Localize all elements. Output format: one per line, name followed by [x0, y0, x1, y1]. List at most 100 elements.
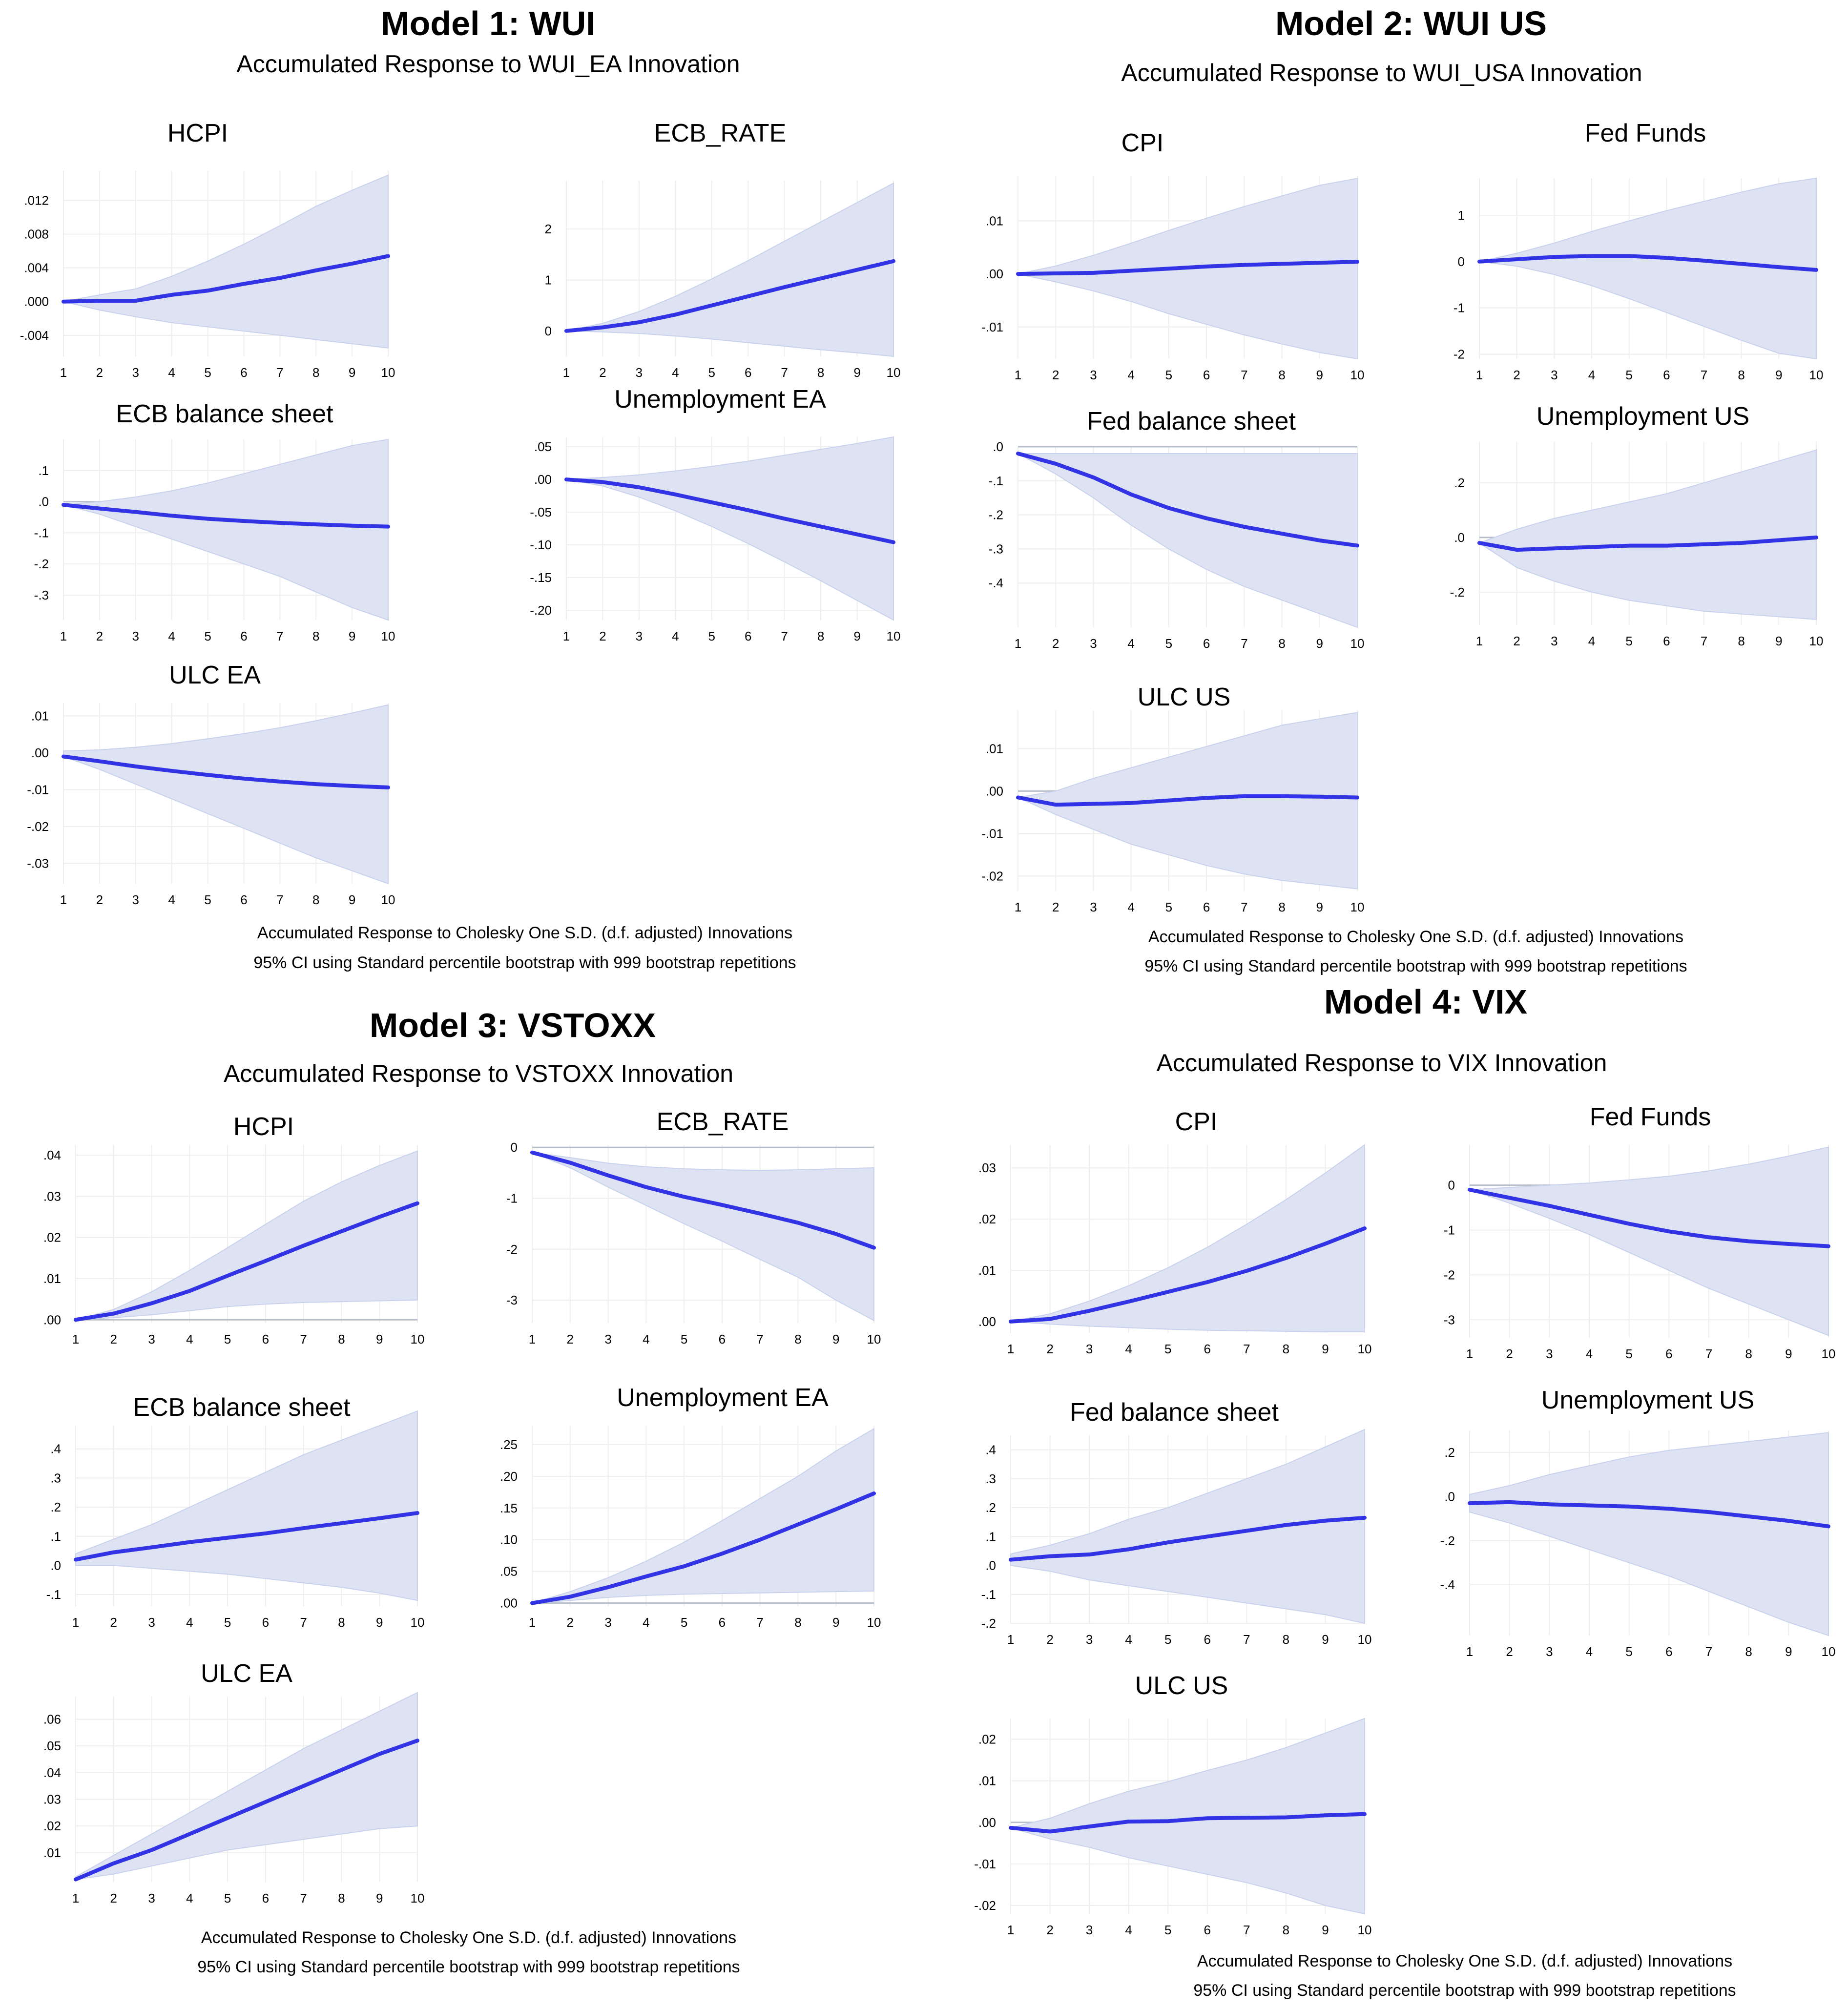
model-4-fed-funds-ytick-label: -1	[1444, 1223, 1455, 1238]
model-2-ulc-us-ytick-label: -.01	[981, 826, 1003, 841]
model-2-fed-balance-sheet-xtick-label: 8	[1278, 636, 1285, 651]
model-2-cpi-xtick-label: 5	[1165, 368, 1172, 382]
model-3-ecb-balance-sheet-xtick-label: 6	[262, 1615, 269, 1630]
model-3-ecb-balance-sheet-xtick-label: 4	[186, 1615, 193, 1630]
model-3-ecb-balance-sheet-ytick-label: .1	[50, 1529, 61, 1544]
model-3-ecb-rate-confidence-band	[532, 1152, 874, 1322]
model-1-ecb-balance-sheet-xtick-label: 9	[349, 629, 355, 643]
model-2-cpi-xtick-label: 7	[1241, 368, 1247, 382]
model-1-hcpi-xtick-label: 6	[240, 365, 247, 380]
model-1-ecb-rate-ytick-label: 2	[545, 222, 552, 236]
model-2-cpi-title: CPI	[1121, 129, 1164, 157]
model-2-note-line2: 95% CI using Standard percentile bootstr…	[1144, 957, 1687, 975]
model-3-ulc-ea-ytick-label: .03	[43, 1792, 61, 1807]
model-4-ulc-us-panel: -.02 -.01 .00 .01 .02 1 2 3 4 5 6 7 8 9 10 ULC US	[974, 1672, 1371, 1937]
model-1-ecb-balance-sheet-xtick-label: 2	[96, 629, 103, 643]
model-2-unemployment-us-ytick-label: -.2	[1450, 585, 1465, 600]
model-1-ulc-ea-ytick-label: .01	[31, 708, 49, 723]
model-4-fed-balance-sheet-xtick-label: 7	[1243, 1632, 1250, 1647]
model-3-ecb-balance-sheet-xtick-label: 1	[72, 1615, 79, 1630]
model-2-fed-balance-sheet-xtick-label: 5	[1165, 636, 1172, 651]
model-3-ecb-balance-sheet-xtick-label: 7	[300, 1615, 307, 1630]
model-2-unemployment-us-xtick-label: 7	[1701, 634, 1707, 648]
model-4-cpi-response-line	[1009, 1226, 1367, 1324]
model-4-unemployment-us-xtick-label: 5	[1625, 1644, 1632, 1659]
model-3-hcpi-title: HCPI	[233, 1113, 294, 1141]
model-4-ulc-us-xtick-label: 9	[1322, 1923, 1329, 1937]
model-2-fed-funds-xtick-label: 4	[1588, 368, 1595, 382]
model-3-ecb-rate-xtick-label: 7	[756, 1332, 763, 1346]
model-1-ecb-balance-sheet-ytick-label: .0	[38, 495, 49, 509]
model-2-cpi-xtick-label: 6	[1203, 368, 1210, 382]
model-4-unemployment-us-xtick-label: 6	[1665, 1644, 1672, 1659]
model-2-fed-funds-xtick-label: 8	[1738, 368, 1744, 382]
model-1-hcpi-xtick-label: 10	[381, 365, 395, 380]
model-3-ecb-rate-ytick-label: 0	[511, 1140, 518, 1155]
model-3-unemployment-ea-confidence-band	[532, 1428, 874, 1604]
model-1-note-line1: Accumulated Response to Cholesky One S.D…	[257, 924, 793, 942]
model-1-ecb-rate-xtick-label: 9	[853, 365, 860, 380]
model-4-cpi-xtick-label: 9	[1322, 1342, 1329, 1356]
model-2-unemployment-us-panel: -.2 .0 .2 1 2 3 4 5 6 7 8 9 10 Unemployment US	[1450, 402, 1824, 648]
model-4-fed-balance-sheet-ytick-label: .2	[985, 1500, 996, 1515]
model-3-hcpi-ytick-label: .02	[43, 1230, 61, 1245]
model-1-ecb-rate-xtick-label: 8	[817, 365, 824, 380]
model-2-unemployment-us-title: Unemployment US	[1537, 402, 1749, 431]
model-4-ulc-us-xtick-label: 10	[1358, 1923, 1372, 1937]
model-1-ecb-balance-sheet-xtick-label: 5	[204, 629, 211, 643]
model-3-hcpi-xtick-label: 1	[72, 1332, 79, 1346]
model-1-ulc-ea-xtick-label: 9	[349, 892, 355, 907]
model-3-hcpi-xtick-label: 6	[262, 1332, 269, 1346]
model-3-hcpi-response-line	[74, 1201, 419, 1322]
model-4-fed-funds-ytick-label: -3	[1444, 1312, 1455, 1327]
model-2-ulc-us-xtick-label: 3	[1090, 900, 1097, 914]
model-2-cpi-response-line	[1016, 260, 1359, 276]
model-3-ecb-rate-title: ECB_RATE	[657, 1108, 789, 1136]
model-3-ulc-ea-xtick-label: 2	[110, 1891, 117, 1905]
model-4-fed-funds-xtick-label: 3	[1546, 1346, 1553, 1361]
model-1-ecb-rate-xtick-label: 6	[745, 365, 751, 380]
model-2-fed-balance-sheet-xtick-label: 1	[1015, 636, 1021, 651]
model-3-unemployment-ea-xtick-label: 2	[567, 1615, 574, 1630]
model-4-unemployment-us-ytick-label: .2	[1444, 1445, 1455, 1460]
model-1-ecb-rate-panel: 0 1 2 1 2 3 4 5 6 7 8 9 10 ECB_RATE	[545, 119, 901, 380]
model-4-fed-funds-xtick-label: 4	[1586, 1346, 1593, 1361]
model-3-unemployment-ea-response-line	[530, 1491, 876, 1605]
model-2-fed-funds-panel: -2 -1 0 1 1 2 3 4 5 6 7 8 9 10 Fed Funds	[1453, 119, 1824, 382]
model-3-ulc-ea-xtick-label: 3	[148, 1891, 155, 1905]
model-3-ulc-ea-ytick-label: .04	[43, 1765, 61, 1780]
model-2-ulc-us-ytick-label: -.02	[981, 869, 1003, 884]
model-1-hcpi-xtick-label: 7	[276, 365, 283, 380]
model-1-ulc-ea-confidence-band	[63, 704, 389, 885]
model-3-ecb-balance-sheet-xtick-label: 8	[338, 1615, 345, 1630]
model-4-cpi-xtick-label: 10	[1358, 1342, 1372, 1356]
model-4-unemployment-us-ytick-label: -.4	[1440, 1577, 1455, 1592]
model-3-unemployment-ea-xtick-label: 10	[867, 1615, 881, 1630]
model-1-unemployment-ea-xtick-label: 4	[672, 629, 679, 643]
model-4-fed-balance-sheet-xtick-label: 5	[1164, 1632, 1171, 1647]
model-1-ecb-rate-xtick-label: 10	[887, 365, 901, 380]
model-3-unemployment-ea-xtick-label: 4	[643, 1615, 649, 1630]
model-4-ulc-us-title: ULC US	[1135, 1672, 1228, 1700]
model-1-unemployment-ea-ytick-label: .00	[534, 472, 552, 487]
model-2-fed-funds-xtick-label: 5	[1625, 368, 1632, 382]
model-1-ecb-balance-sheet-confidence-band	[63, 438, 389, 621]
model-4-cpi-xtick-label: 6	[1204, 1342, 1211, 1356]
model-1-subtitle: Accumulated Response to WUI_EA Innovatio…	[236, 50, 740, 78]
model-3-hcpi-xtick-label: 7	[300, 1332, 307, 1346]
model-3-ulc-ea-response-line	[74, 1739, 419, 1882]
model-3-ecb-balance-sheet-ytick-label: .2	[50, 1500, 61, 1514]
model-4-ulc-us-xtick-label: 5	[1164, 1923, 1171, 1937]
model-1-unemployment-ea-ytick-label: -.15	[530, 570, 552, 585]
model-4-cpi-xtick-label: 7	[1243, 1342, 1250, 1356]
model-1-hcpi-xtick-label: 3	[132, 365, 139, 380]
model-1-unemployment-ea-xtick-label: 7	[781, 629, 788, 643]
model-3-ecb-rate-xtick-label: 9	[832, 1332, 839, 1346]
model-4-unemployment-us-ytick-label: .0	[1444, 1489, 1455, 1504]
model-4-unemployment-us-xtick-label: 3	[1546, 1644, 1553, 1659]
model-3-unemployment-ea-xtick-label: 3	[604, 1615, 611, 1630]
model-2-fed-balance-sheet-xtick-label: 3	[1090, 636, 1097, 651]
model-3-unemployment-ea-xtick-label: 7	[756, 1615, 763, 1630]
model-3-unemployment-ea-ytick-label: .20	[500, 1469, 518, 1484]
model-2-ulc-us-ytick-label: .00	[986, 784, 1003, 798]
